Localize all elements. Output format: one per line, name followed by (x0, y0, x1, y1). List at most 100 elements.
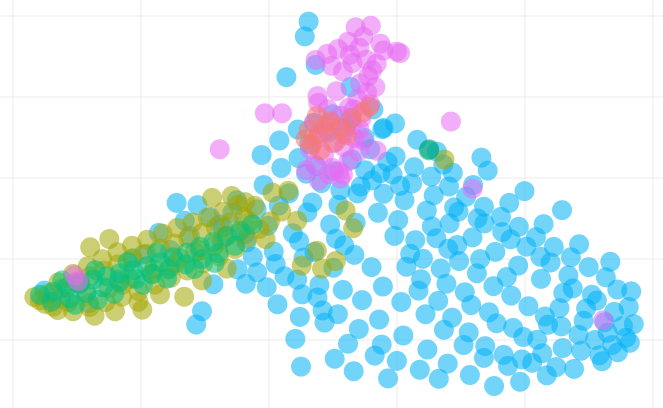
data-point (417, 339, 438, 360)
data-point (434, 149, 455, 170)
data-point (510, 371, 531, 392)
data-point (104, 283, 125, 304)
data-point (305, 50, 326, 70)
data-point (267, 294, 288, 315)
data-point (355, 160, 376, 181)
data-point (276, 67, 297, 88)
data-point (462, 227, 483, 248)
data-point (332, 279, 353, 300)
data-point (315, 116, 336, 137)
data-point (348, 319, 369, 339)
data-point (499, 192, 520, 213)
data-point (531, 268, 551, 289)
data-point (359, 96, 380, 117)
data-point (87, 289, 108, 310)
data-point (623, 314, 644, 335)
data-point (437, 353, 458, 374)
data-point (369, 309, 390, 330)
data-point (430, 258, 451, 279)
data-point (404, 157, 425, 178)
data-point (295, 129, 316, 149)
data-point (152, 223, 173, 244)
data-point (325, 132, 346, 153)
data-point (307, 287, 328, 308)
data-point (361, 257, 382, 278)
data-point (533, 214, 554, 235)
data-point (326, 81, 347, 102)
data-point (84, 305, 105, 326)
data-point (308, 170, 329, 191)
data-point (498, 355, 518, 376)
data-point (255, 229, 276, 249)
data-point (593, 310, 614, 331)
data-point (385, 146, 406, 167)
data-point (388, 210, 409, 230)
data-point (518, 296, 539, 317)
data-point (440, 111, 461, 132)
data-point (373, 183, 394, 204)
data-point (85, 260, 106, 281)
data-point (433, 319, 454, 340)
data-point (371, 334, 392, 355)
data-point (80, 237, 101, 258)
data-point (386, 350, 407, 371)
data-point (426, 228, 447, 249)
data-point (291, 255, 312, 276)
data-point (265, 254, 286, 274)
data-point (436, 273, 457, 294)
data-point (294, 26, 315, 47)
data-point (484, 376, 505, 396)
data-point (378, 368, 398, 389)
data-point (242, 214, 263, 235)
data-point (366, 140, 387, 161)
data-point (421, 166, 442, 187)
data-point (312, 258, 332, 279)
data-point (461, 295, 482, 316)
data-point (501, 285, 522, 306)
data-point (470, 249, 491, 270)
data-point (192, 301, 212, 322)
data-point (330, 168, 351, 189)
data-point (291, 356, 311, 377)
data-point (117, 251, 138, 272)
data-point (485, 241, 506, 262)
data-point (449, 251, 470, 271)
data-point (372, 276, 393, 297)
data-point (536, 365, 557, 386)
data-point (514, 181, 535, 202)
data-point (353, 130, 374, 151)
data-point (552, 338, 573, 358)
data-point (204, 252, 225, 273)
data-point (306, 240, 327, 261)
data-point (202, 187, 223, 208)
data-point (543, 236, 564, 257)
data-point (285, 328, 306, 349)
data-point (365, 77, 386, 97)
data-point (272, 103, 292, 124)
data-point (453, 335, 474, 355)
data-point (428, 368, 449, 389)
data-point (415, 304, 436, 325)
data-point (549, 298, 570, 319)
data-point (289, 231, 310, 252)
data-point (105, 301, 125, 322)
data-point (459, 365, 480, 385)
data-point (447, 235, 468, 255)
data-point (349, 37, 370, 58)
data-point (538, 314, 558, 335)
data-point (396, 256, 417, 277)
data-point (271, 157, 292, 178)
data-point (362, 60, 383, 81)
data-point (307, 86, 328, 107)
data-point (393, 325, 414, 346)
data-point (619, 332, 640, 353)
data-point (391, 292, 412, 312)
data-points (24, 11, 644, 396)
data-point (254, 103, 275, 124)
data-point (474, 213, 495, 234)
data-point (182, 212, 203, 233)
data-point (473, 196, 494, 217)
data-point (569, 234, 590, 255)
data-point (209, 139, 230, 160)
data-point (343, 361, 364, 382)
